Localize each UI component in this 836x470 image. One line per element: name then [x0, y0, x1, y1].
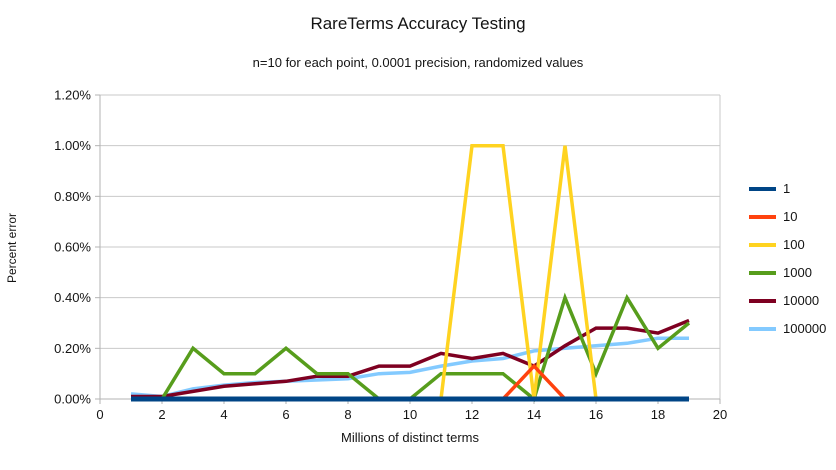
y-tick-label: 0.20%	[54, 341, 91, 356]
x-tick-label: 0	[96, 407, 103, 422]
x-tick-label: 2	[158, 407, 165, 422]
legend-label: 1	[783, 181, 791, 196]
legend-swatch	[749, 298, 776, 303]
series-line-100	[131, 143, 689, 401]
legend-item: 100000	[749, 319, 826, 338]
x-tick-label: 14	[527, 407, 541, 422]
legend-item: 10	[749, 207, 826, 226]
legend-item: 1	[749, 179, 826, 198]
x-tick-label: 18	[651, 407, 665, 422]
x-tick-label: 20	[713, 407, 727, 422]
x-tick-label: 10	[403, 407, 417, 422]
legend-swatch	[749, 270, 776, 275]
legend-label: 10000	[783, 293, 820, 308]
legend-swatch	[749, 186, 776, 191]
x-tick-label: 4	[220, 407, 227, 422]
x-axis-title: Millions of distinct terms	[341, 430, 479, 445]
x-tick-label: 12	[465, 407, 479, 422]
chart-title: RareTerms Accuracy Testing	[310, 14, 526, 33]
legend-label: 100000	[783, 321, 827, 336]
y-tick-label: 0.60%	[54, 240, 91, 255]
y-tick-label: 1.20%	[54, 88, 91, 103]
legend-label: 1000	[783, 265, 812, 280]
x-tick-label: 16	[589, 407, 603, 422]
series-line-10000	[131, 318, 690, 399]
x-tick-label: 8	[344, 407, 351, 422]
chart-subtitle: n=10 for each point, 0.0001 precision, r…	[252, 55, 584, 70]
legend: 1 10 100 1000 10000 100000	[749, 179, 826, 338]
legend-item: 100	[749, 235, 826, 254]
y-tick-label: 0.00%	[54, 392, 91, 407]
legend-swatch	[749, 242, 776, 247]
legend-swatch	[749, 326, 776, 331]
legend-label: 10	[783, 209, 798, 224]
legend-swatch	[749, 214, 776, 219]
y-tick-label: 1.00%	[54, 138, 91, 153]
y-tick-label: 0.80%	[54, 189, 91, 204]
legend-item: 10000	[749, 291, 826, 310]
legend-item: 1000	[749, 263, 826, 282]
y-tick-label: 0.40%	[54, 290, 91, 305]
x-tick-label: 6	[282, 407, 289, 422]
legend-label: 100	[783, 237, 805, 252]
